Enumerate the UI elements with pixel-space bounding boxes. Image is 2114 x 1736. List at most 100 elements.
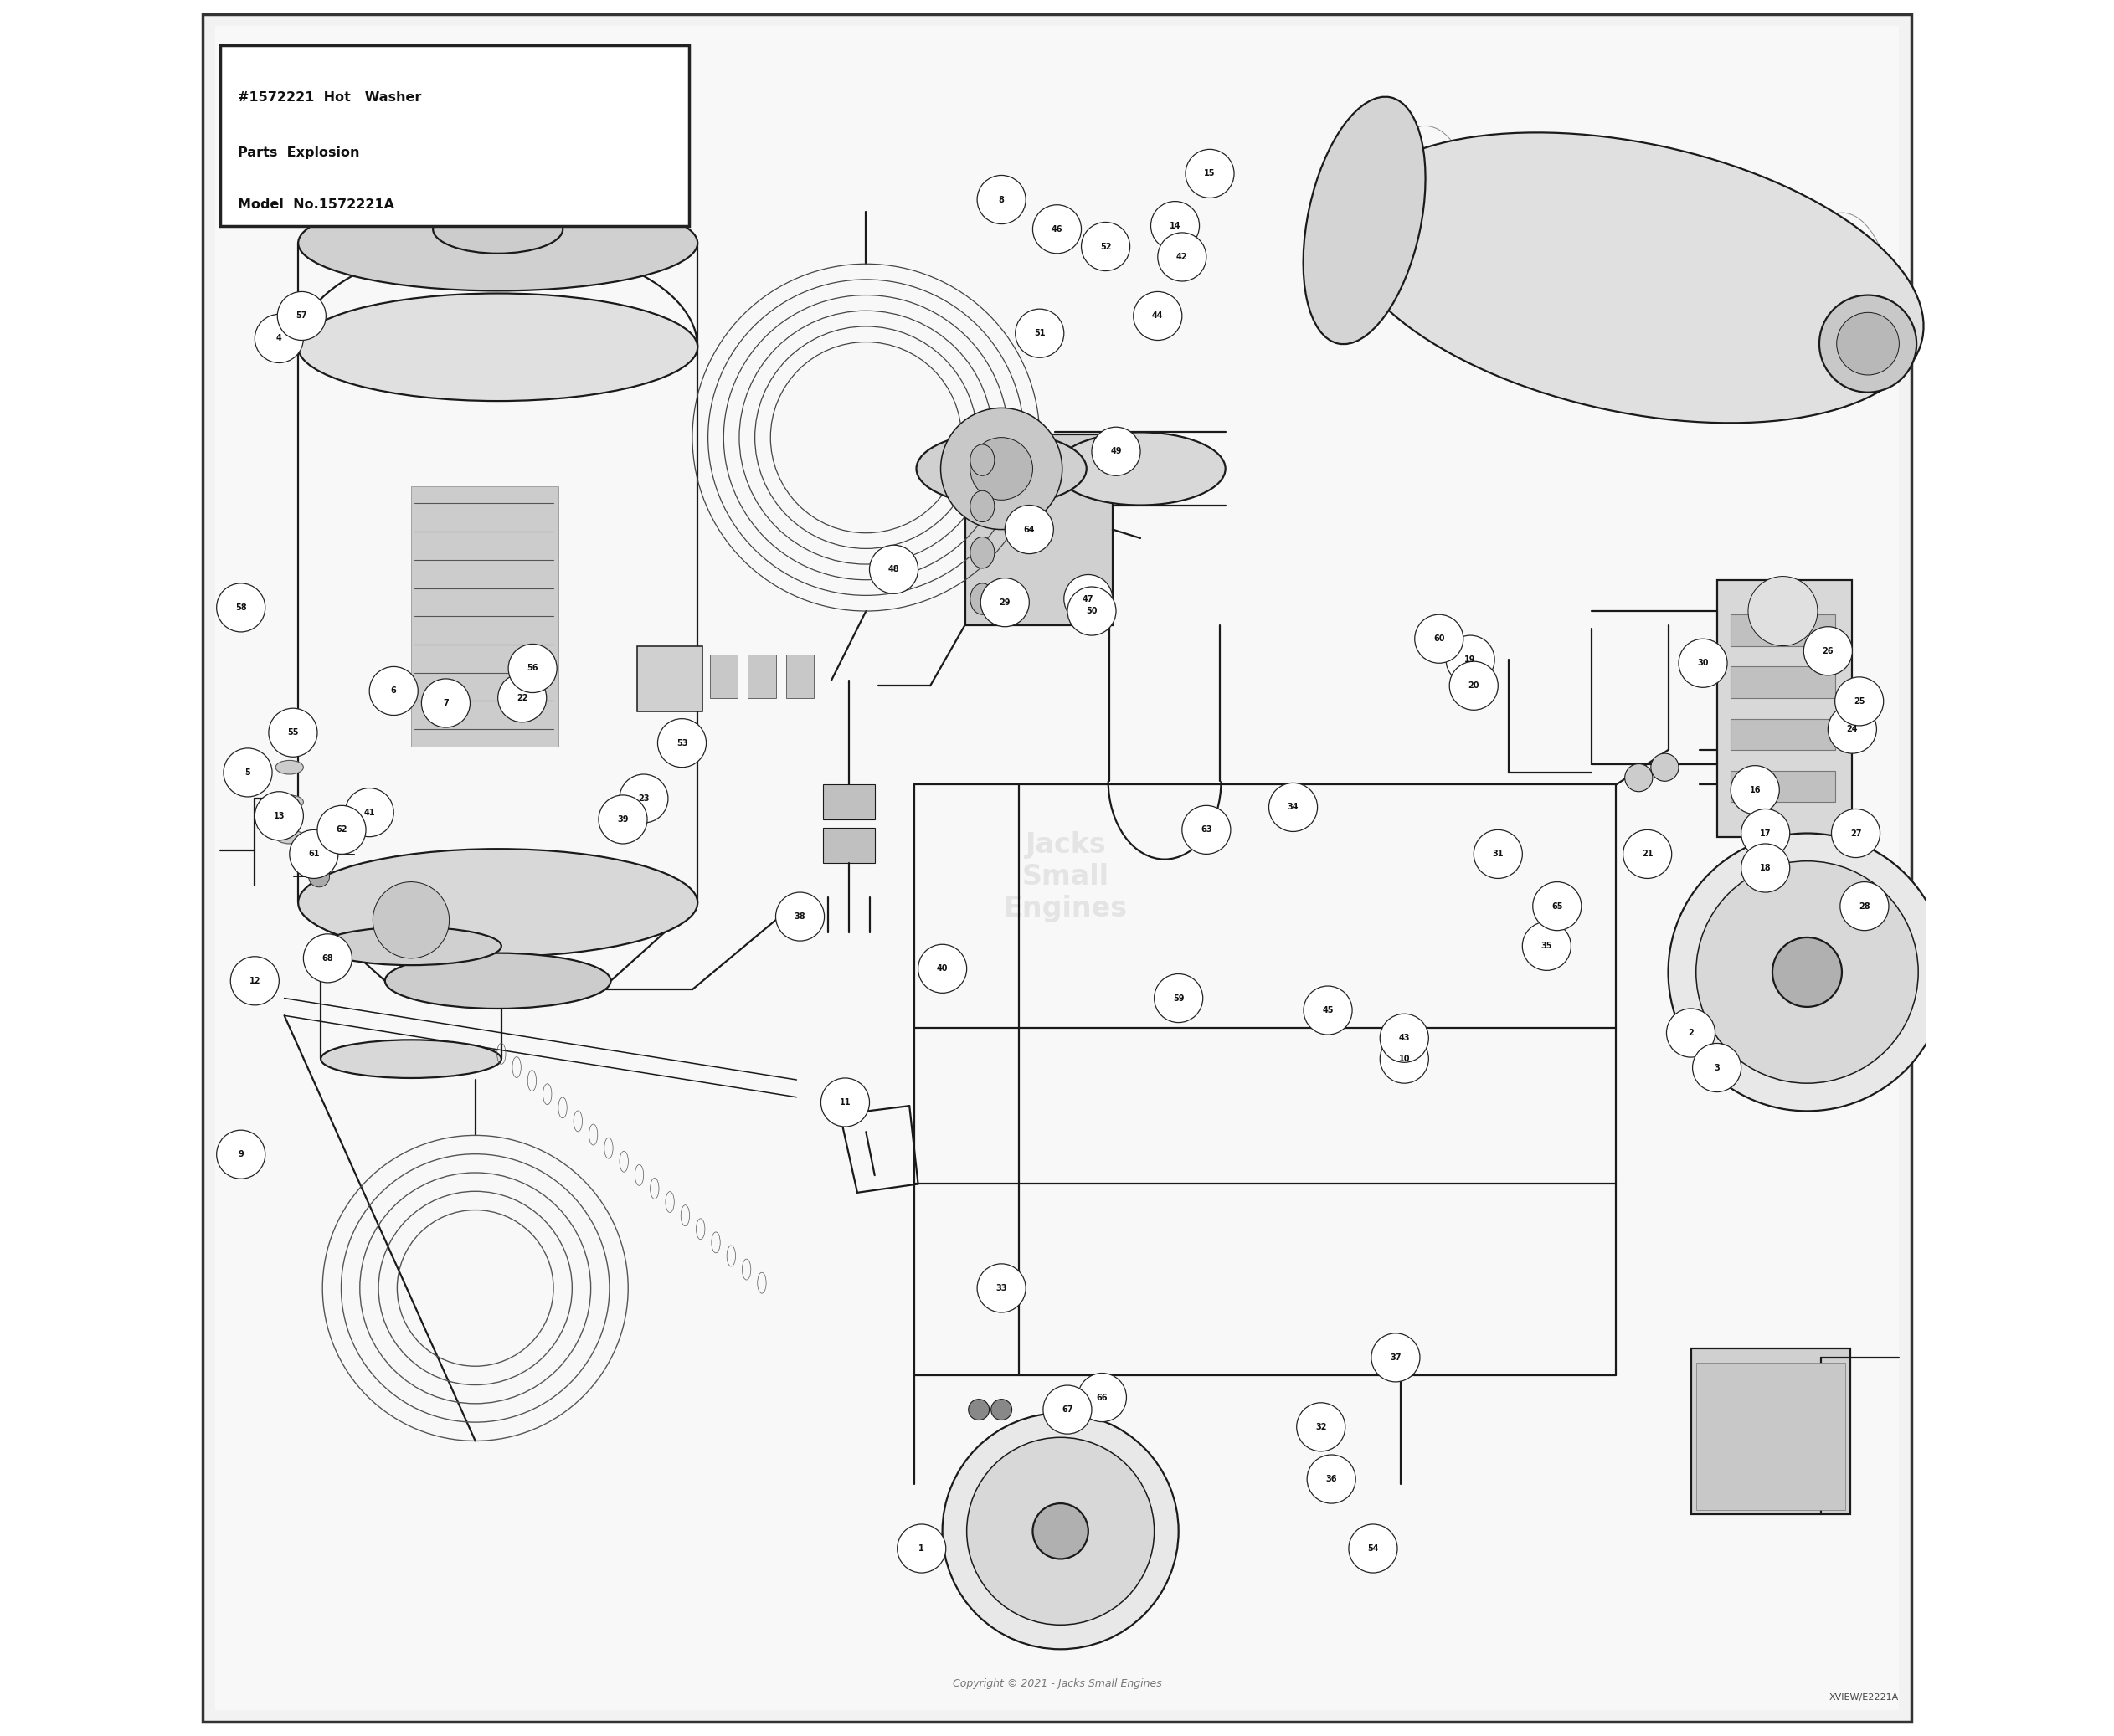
Text: 32: 32 bbox=[1315, 1424, 1328, 1430]
Circle shape bbox=[1034, 205, 1080, 253]
Circle shape bbox=[1742, 844, 1791, 892]
FancyBboxPatch shape bbox=[1695, 1363, 1846, 1510]
Circle shape bbox=[1748, 576, 1818, 646]
Text: 5: 5 bbox=[245, 769, 252, 776]
FancyBboxPatch shape bbox=[1731, 667, 1835, 698]
Text: 66: 66 bbox=[1097, 1394, 1108, 1401]
FancyBboxPatch shape bbox=[710, 654, 738, 698]
Circle shape bbox=[1034, 1503, 1089, 1559]
FancyBboxPatch shape bbox=[203, 14, 1911, 1722]
Text: 21: 21 bbox=[1643, 851, 1653, 858]
Text: 49: 49 bbox=[1110, 448, 1123, 455]
Text: 53: 53 bbox=[676, 740, 687, 746]
Circle shape bbox=[1666, 1009, 1714, 1057]
Text: 25: 25 bbox=[1854, 698, 1865, 705]
Circle shape bbox=[869, 545, 917, 594]
Text: 51: 51 bbox=[1034, 330, 1044, 337]
Circle shape bbox=[421, 679, 469, 727]
Circle shape bbox=[1668, 833, 1947, 1111]
Text: 57: 57 bbox=[296, 312, 307, 319]
Circle shape bbox=[1522, 922, 1571, 970]
Circle shape bbox=[1154, 974, 1203, 1023]
Circle shape bbox=[1829, 705, 1877, 753]
Text: Parts  Explosion: Parts Explosion bbox=[237, 146, 359, 160]
Text: #1572221  Hot   Washer: #1572221 Hot Washer bbox=[237, 90, 421, 104]
Circle shape bbox=[1651, 753, 1679, 781]
Text: 19: 19 bbox=[1465, 656, 1476, 663]
Text: 11: 11 bbox=[839, 1099, 850, 1106]
Ellipse shape bbox=[433, 205, 562, 253]
Text: 31: 31 bbox=[1492, 851, 1503, 858]
Circle shape bbox=[619, 774, 668, 823]
FancyBboxPatch shape bbox=[1731, 771, 1835, 802]
Text: 12: 12 bbox=[249, 977, 260, 984]
Text: 42: 42 bbox=[1175, 253, 1188, 260]
Text: 36: 36 bbox=[1325, 1476, 1336, 1483]
Ellipse shape bbox=[275, 795, 304, 809]
Text: 60: 60 bbox=[1433, 635, 1444, 642]
Circle shape bbox=[1004, 505, 1053, 554]
Text: 8: 8 bbox=[998, 196, 1004, 203]
Circle shape bbox=[1380, 1035, 1429, 1083]
Circle shape bbox=[657, 719, 706, 767]
Text: 7: 7 bbox=[444, 700, 448, 707]
Text: 37: 37 bbox=[1389, 1354, 1402, 1361]
Circle shape bbox=[345, 788, 393, 837]
Circle shape bbox=[268, 708, 317, 757]
Circle shape bbox=[1380, 1014, 1429, 1062]
Circle shape bbox=[1803, 627, 1852, 675]
Circle shape bbox=[256, 792, 304, 840]
Circle shape bbox=[943, 1413, 1177, 1649]
Text: 30: 30 bbox=[1698, 660, 1708, 667]
Circle shape bbox=[1042, 1385, 1091, 1434]
Circle shape bbox=[1624, 830, 1672, 878]
Ellipse shape bbox=[275, 726, 304, 740]
FancyBboxPatch shape bbox=[410, 486, 558, 746]
Text: 35: 35 bbox=[1541, 943, 1552, 950]
Text: 46: 46 bbox=[1051, 226, 1063, 233]
Circle shape bbox=[1679, 639, 1727, 687]
Text: 18: 18 bbox=[1759, 865, 1772, 871]
Text: 40: 40 bbox=[937, 965, 947, 972]
Text: 23: 23 bbox=[638, 795, 649, 802]
Text: 41: 41 bbox=[364, 809, 374, 816]
Circle shape bbox=[1772, 937, 1841, 1007]
FancyBboxPatch shape bbox=[786, 654, 814, 698]
FancyBboxPatch shape bbox=[822, 828, 875, 863]
Ellipse shape bbox=[298, 849, 698, 957]
Circle shape bbox=[1731, 766, 1780, 814]
Text: 6: 6 bbox=[391, 687, 397, 694]
Circle shape bbox=[1693, 1043, 1742, 1092]
Circle shape bbox=[1158, 233, 1207, 281]
Circle shape bbox=[1414, 615, 1463, 663]
Ellipse shape bbox=[275, 830, 304, 844]
Circle shape bbox=[1820, 295, 1917, 392]
Circle shape bbox=[1306, 1455, 1355, 1503]
Text: 39: 39 bbox=[617, 816, 628, 823]
Text: 67: 67 bbox=[1061, 1406, 1074, 1413]
Circle shape bbox=[317, 806, 366, 854]
Ellipse shape bbox=[915, 432, 1087, 505]
Ellipse shape bbox=[275, 760, 304, 774]
Circle shape bbox=[372, 882, 450, 958]
Circle shape bbox=[970, 437, 1034, 500]
Circle shape bbox=[1150, 201, 1199, 250]
Circle shape bbox=[1078, 1373, 1127, 1422]
Text: 65: 65 bbox=[1552, 903, 1562, 910]
Text: 17: 17 bbox=[1759, 830, 1772, 837]
Text: 61: 61 bbox=[309, 851, 319, 858]
Text: 59: 59 bbox=[1173, 995, 1184, 1002]
Text: 63: 63 bbox=[1201, 826, 1211, 833]
Circle shape bbox=[598, 795, 647, 844]
Ellipse shape bbox=[970, 444, 994, 476]
Text: XVIEW/E2221A: XVIEW/E2221A bbox=[1829, 1694, 1898, 1701]
Text: 9: 9 bbox=[239, 1151, 243, 1158]
Text: 14: 14 bbox=[1169, 222, 1182, 229]
Circle shape bbox=[977, 175, 1025, 224]
Ellipse shape bbox=[970, 583, 994, 615]
Circle shape bbox=[1091, 427, 1139, 476]
Text: 15: 15 bbox=[1205, 170, 1216, 177]
Circle shape bbox=[977, 1264, 1025, 1312]
Text: 20: 20 bbox=[1467, 682, 1480, 689]
Text: 26: 26 bbox=[1822, 648, 1833, 654]
